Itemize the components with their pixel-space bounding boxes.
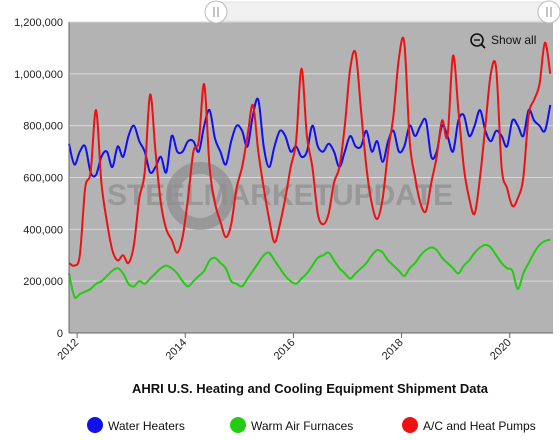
zoom-out-icon [470, 33, 484, 47]
legend-marker [87, 417, 103, 433]
watermark: STEELMARKETUPDATE [107, 162, 453, 230]
series-line-1 [68, 238, 551, 299]
y-axis: 0 200,000 400,000 600,000 800,000 1,000,000 1,… [14, 17, 70, 340]
watermark-text: STEELMARKETUPDATE [107, 179, 453, 212]
zoom-out-handle [480, 43, 486, 49]
navigator-handle-knob[interactable] [537, 0, 560, 24]
show-all-button[interactable]: Show all [470, 33, 536, 49]
x-tick-label: 2018 [380, 337, 406, 363]
legend-item-2[interactable]: A/C and Heat Pumps [402, 417, 536, 433]
show-all-label[interactable]: Show all [491, 33, 536, 47]
series-lines [68, 36, 552, 299]
x-tick-label: 2012 [55, 337, 81, 363]
x-tick-label: 2014 [164, 337, 190, 363]
legend-label[interactable]: Water Heaters [108, 419, 185, 433]
y-tick-label: 600,000 [23, 173, 63, 185]
y-tick-label: 200,000 [23, 276, 63, 288]
x-tick-label: 2016 [272, 337, 298, 363]
legend-label[interactable]: Warm Air Furnaces [251, 419, 353, 433]
chart-title: AHRI U.S. Heating and Cooling Equipment … [132, 381, 489, 396]
range-navigator[interactable] [204, 0, 560, 24]
navigator-handle-knob[interactable] [204, 0, 228, 24]
legend-item-0[interactable]: Water Heaters [87, 417, 185, 433]
legend-marker [402, 417, 418, 433]
legend-item-1[interactable]: Warm Air Furnaces [230, 417, 353, 433]
y-tick-label: 1,000,000 [14, 69, 63, 81]
y-tick-label: 0 [57, 328, 63, 340]
x-tick-label: 2020 [488, 337, 514, 363]
y-tick-label: 1,200,000 [14, 17, 63, 29]
legend-marker [230, 417, 246, 433]
legend-label[interactable]: A/C and Heat Pumps [423, 419, 536, 433]
series-line-2 [68, 36, 552, 267]
navigator-track[interactable] [215, 1, 551, 22]
x-axis: 2012 2014 2016 2018 2020 [55, 332, 553, 363]
y-tick-label: 400,000 [23, 224, 63, 236]
series-line-0 [68, 97, 552, 178]
watermark-gear-icon [166, 162, 234, 230]
legend: Water Heaters Warm Air Furnaces A/C and He… [87, 417, 536, 433]
navigator-left-handle[interactable] [204, 0, 228, 24]
y-tick-label: 800,000 [23, 121, 63, 133]
navigator-right-handle[interactable] [537, 0, 560, 24]
